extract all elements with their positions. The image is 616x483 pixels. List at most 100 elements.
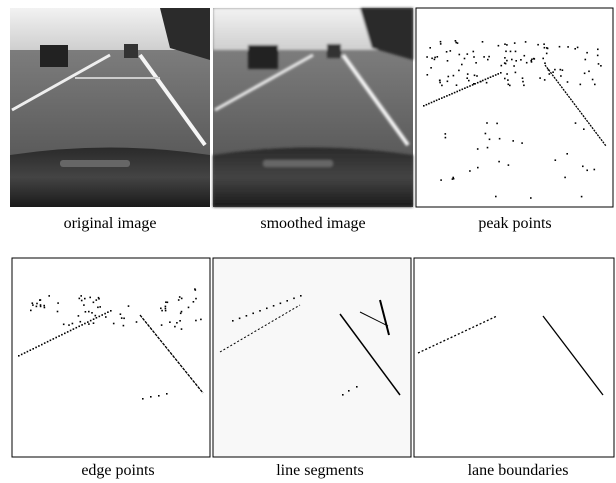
- feature-dot: [91, 312, 93, 314]
- feature-dot: [445, 133, 447, 135]
- feature-dot: [38, 345, 40, 347]
- feature-dot: [165, 301, 167, 303]
- feature-dot: [259, 310, 261, 312]
- feature-dot: [531, 59, 533, 61]
- feature-dot: [537, 44, 539, 46]
- feature-dot: [78, 326, 80, 328]
- feature-dot: [539, 77, 541, 79]
- feature-dot: [509, 85, 511, 87]
- feature-dot: [454, 92, 456, 94]
- feature-dot: [165, 308, 167, 310]
- feature-dot: [342, 394, 344, 396]
- smoothed-image: [213, 8, 413, 207]
- feature-dot: [473, 51, 475, 53]
- feature-dot: [474, 83, 476, 85]
- feature-dot: [452, 177, 454, 179]
- feature-dot: [500, 72, 502, 74]
- feature-dot: [495, 74, 497, 76]
- feature-dot: [507, 79, 509, 81]
- feature-dot: [166, 393, 168, 395]
- feature-dot: [39, 299, 41, 301]
- feature-dot: [293, 298, 295, 300]
- feature-dot: [30, 349, 32, 351]
- feature-dot: [44, 307, 46, 309]
- feature-dot: [348, 390, 350, 392]
- feature-dot: [513, 65, 515, 67]
- caption: line segments: [276, 462, 364, 479]
- feature-dot: [586, 170, 588, 172]
- feature-dot: [150, 396, 152, 398]
- feature-dot: [441, 97, 443, 99]
- feature-dot: [18, 355, 20, 357]
- feature-dot: [575, 122, 577, 124]
- feature-dot: [83, 304, 85, 306]
- feature-dot: [93, 302, 95, 304]
- feature-dot: [585, 59, 587, 61]
- feature-dot: [239, 318, 241, 320]
- feature-dot: [78, 315, 80, 317]
- feature-dot: [98, 297, 100, 299]
- feature-dot: [508, 84, 510, 86]
- feature-dot: [586, 52, 588, 54]
- feature-dot: [600, 65, 602, 67]
- feature-dot: [90, 320, 92, 322]
- feature-dot: [426, 56, 428, 58]
- feature-dot: [455, 40, 457, 42]
- feature-dot: [552, 71, 554, 73]
- feature-dot: [544, 79, 546, 81]
- feature-dot: [449, 94, 451, 96]
- feature-dot: [356, 386, 358, 388]
- feature-dot: [487, 59, 489, 61]
- feature-dot: [504, 57, 506, 59]
- feature-dot: [515, 72, 517, 74]
- feature-dot: [456, 91, 458, 93]
- feature-dot: [429, 47, 431, 49]
- feature-dot: [476, 75, 478, 77]
- feature-dot: [559, 46, 561, 48]
- feature-dot: [43, 305, 45, 307]
- feature-dot: [567, 46, 569, 48]
- feature-dot: [498, 45, 500, 47]
- feature-dot: [508, 164, 510, 166]
- feature-dot: [181, 311, 183, 313]
- feature-dot: [486, 82, 488, 84]
- caption: smoothed image: [260, 215, 365, 232]
- feature-dot: [81, 300, 83, 302]
- feature-dot: [79, 298, 81, 300]
- feature-dot: [515, 60, 517, 62]
- feature-dot: [520, 59, 522, 61]
- feature-dot: [472, 84, 474, 86]
- feature-dot: [466, 77, 468, 79]
- feature-dot: [67, 331, 69, 333]
- feature-dot: [577, 47, 579, 49]
- feature-dot: [597, 55, 599, 57]
- feature-dot: [474, 75, 476, 77]
- feature-dot: [594, 84, 596, 86]
- feature-dot: [464, 58, 466, 60]
- feature-dot: [41, 344, 43, 346]
- feature-dot: [193, 301, 195, 303]
- feature-dot: [485, 133, 487, 135]
- feature-dot: [451, 93, 453, 95]
- feature-dot: [158, 395, 160, 397]
- feature-dot: [562, 69, 564, 71]
- feature-dot: [286, 300, 288, 302]
- feature-dot: [582, 166, 584, 168]
- feature-dot: [50, 340, 52, 342]
- feature-dot: [468, 80, 470, 82]
- feature-dot: [95, 315, 97, 317]
- feature-dot: [121, 317, 123, 319]
- feature-dot: [475, 62, 477, 64]
- feature-dot: [514, 42, 516, 44]
- feature-dot: [27, 351, 29, 353]
- feature-dot: [522, 81, 524, 83]
- feature-dot: [448, 76, 450, 78]
- feature-dot: [426, 104, 428, 106]
- feature-dot: [80, 295, 82, 297]
- feature-dot: [32, 348, 34, 350]
- feature-dot: [544, 47, 546, 49]
- feature-dot: [35, 347, 37, 349]
- feature-dot: [458, 70, 460, 72]
- feature-dot: [123, 325, 125, 327]
- feature-dot: [252, 313, 254, 315]
